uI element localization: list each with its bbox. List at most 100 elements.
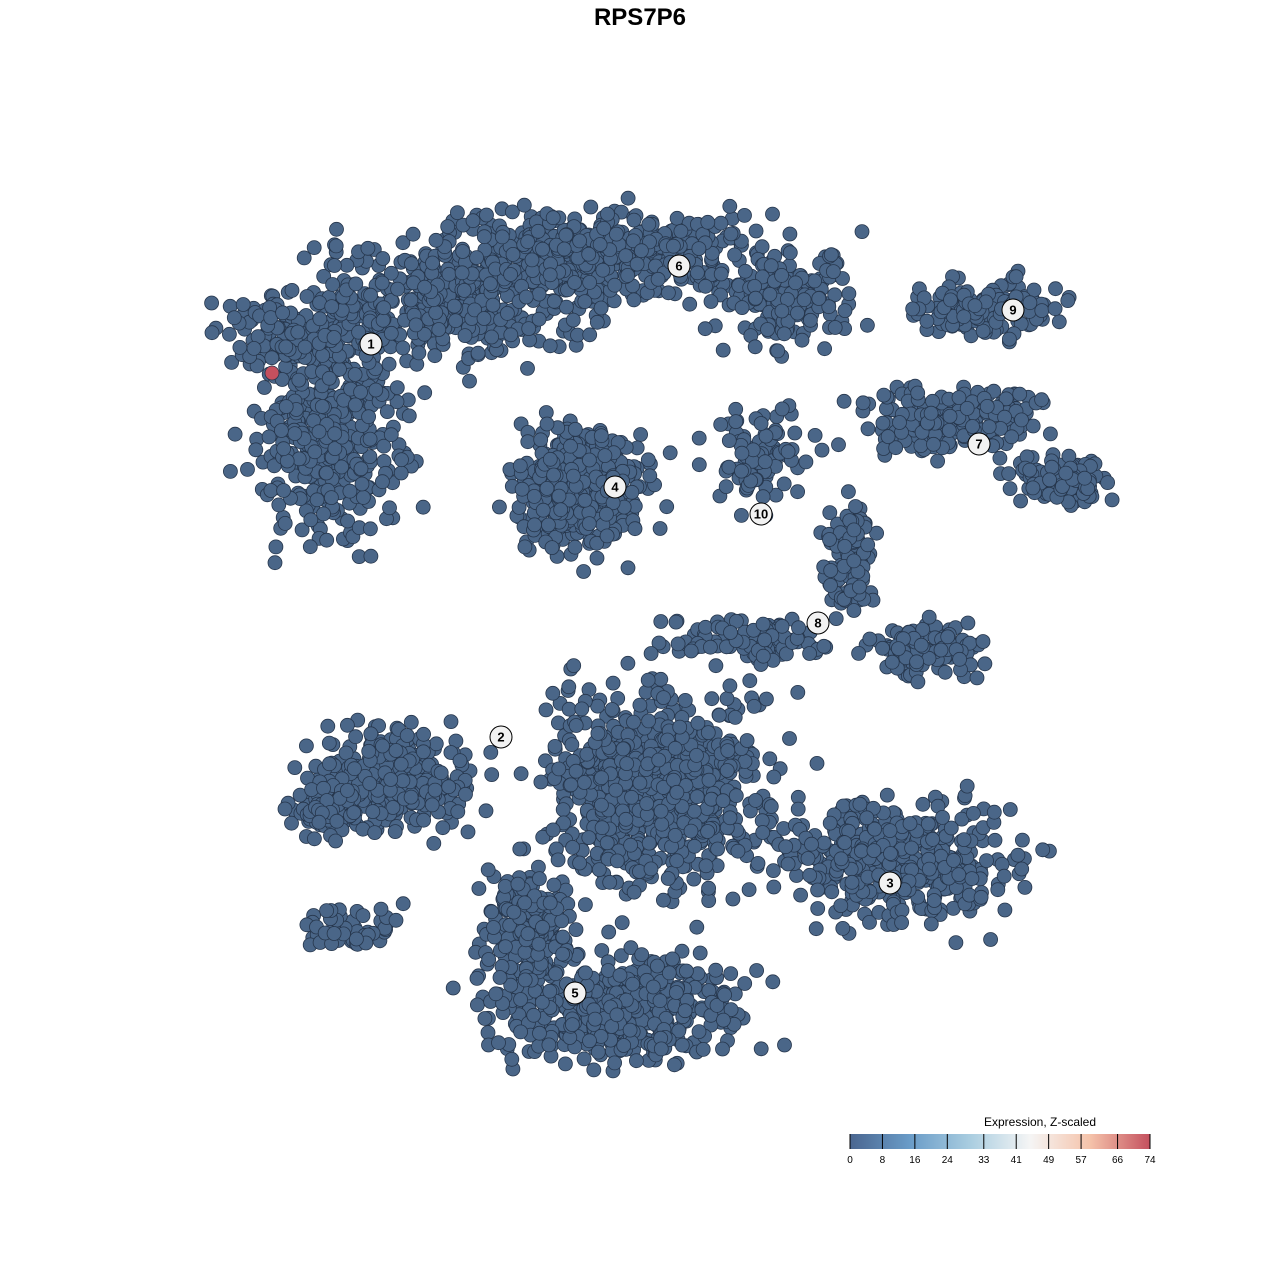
data-point bbox=[810, 882, 825, 898]
data-point bbox=[221, 326, 237, 342]
data-point bbox=[327, 441, 343, 457]
data-point bbox=[951, 867, 967, 882]
data-point bbox=[314, 399, 330, 414]
data-point bbox=[1008, 269, 1024, 285]
data-point bbox=[661, 285, 676, 301]
data-point bbox=[485, 297, 501, 313]
data-point bbox=[589, 314, 605, 330]
data-point bbox=[227, 426, 243, 442]
data-point bbox=[854, 843, 869, 859]
data-point bbox=[275, 305, 291, 321]
data-point bbox=[632, 697, 648, 713]
data-point bbox=[629, 256, 645, 272]
data-point bbox=[997, 902, 1013, 918]
data-point bbox=[521, 321, 537, 337]
data-point bbox=[837, 835, 852, 850]
data-point bbox=[316, 780, 331, 796]
data-point bbox=[558, 227, 574, 243]
data-point bbox=[875, 640, 890, 656]
data-point bbox=[757, 632, 772, 648]
data-point bbox=[642, 468, 658, 484]
data-point bbox=[690, 265, 705, 281]
data-point bbox=[659, 499, 675, 515]
data-point bbox=[920, 816, 936, 832]
data-point bbox=[604, 702, 620, 717]
data-point bbox=[770, 343, 786, 359]
data-point bbox=[910, 674, 926, 690]
data-point bbox=[624, 789, 639, 805]
data-point bbox=[347, 397, 363, 413]
data-point bbox=[1002, 481, 1018, 497]
data-point bbox=[530, 223, 546, 239]
data-point bbox=[1044, 459, 1060, 475]
data-point bbox=[811, 291, 827, 306]
data-point bbox=[966, 806, 981, 821]
data-point bbox=[952, 651, 967, 667]
data-point bbox=[667, 1057, 682, 1073]
data-point bbox=[711, 707, 727, 723]
data-point bbox=[654, 816, 670, 832]
data-point bbox=[700, 214, 716, 230]
data-point bbox=[774, 401, 790, 417]
data-point bbox=[876, 387, 892, 403]
data-point bbox=[747, 339, 763, 355]
data-point bbox=[827, 320, 843, 335]
data-point bbox=[682, 296, 698, 312]
data-point bbox=[320, 718, 336, 734]
data-point bbox=[321, 370, 337, 386]
data-point bbox=[776, 326, 792, 342]
data-point bbox=[296, 250, 312, 266]
data-point bbox=[656, 690, 671, 705]
data-point bbox=[278, 399, 294, 415]
data-point bbox=[765, 206, 780, 222]
data-point bbox=[882, 823, 898, 838]
data-point bbox=[294, 522, 310, 538]
data-point bbox=[653, 803, 669, 819]
data-point bbox=[362, 449, 378, 465]
data-point bbox=[403, 789, 419, 805]
data-point bbox=[673, 223, 689, 239]
data-point bbox=[539, 480, 555, 496]
data-point bbox=[634, 243, 649, 259]
data-point bbox=[428, 232, 444, 248]
data-point bbox=[347, 367, 363, 382]
data-point bbox=[581, 830, 597, 845]
data-point bbox=[595, 262, 611, 278]
data-point bbox=[517, 539, 533, 555]
data-point bbox=[599, 835, 615, 851]
data-point bbox=[666, 238, 681, 254]
data-point bbox=[404, 256, 419, 272]
data-point bbox=[941, 422, 957, 438]
data-point bbox=[746, 699, 762, 714]
data-point bbox=[526, 488, 542, 504]
data-point bbox=[582, 274, 597, 290]
data-point bbox=[798, 454, 814, 470]
data-point bbox=[545, 685, 561, 701]
data-point bbox=[902, 816, 918, 831]
data-point bbox=[512, 458, 528, 474]
data-point bbox=[531, 311, 547, 327]
data-point bbox=[734, 463, 749, 479]
data-point bbox=[323, 490, 339, 506]
data-point bbox=[909, 654, 924, 670]
data-point bbox=[859, 810, 875, 826]
data-point bbox=[572, 855, 587, 871]
data-point bbox=[445, 980, 461, 996]
data-point bbox=[753, 416, 769, 431]
data-point bbox=[755, 489, 771, 505]
data-point bbox=[454, 265, 470, 281]
data-point bbox=[860, 317, 875, 333]
data-point bbox=[700, 725, 716, 740]
data-point bbox=[765, 974, 781, 990]
data-point bbox=[494, 229, 510, 245]
data-point bbox=[448, 313, 464, 329]
data-point bbox=[567, 275, 582, 290]
data-point bbox=[520, 434, 536, 450]
data-point bbox=[652, 521, 668, 536]
data-point bbox=[854, 224, 870, 240]
data-point bbox=[777, 1037, 792, 1053]
data-point bbox=[643, 646, 659, 661]
data-point bbox=[491, 499, 507, 515]
data-point bbox=[276, 441, 292, 457]
data-point bbox=[365, 804, 381, 819]
